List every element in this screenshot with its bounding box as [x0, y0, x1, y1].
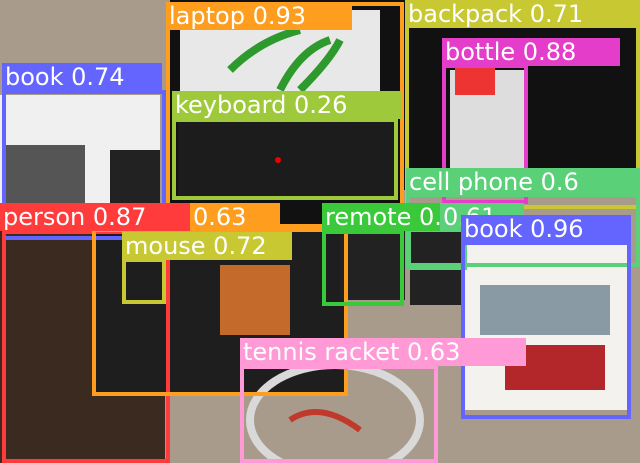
- detection-box-keyboard: [172, 118, 398, 200]
- detection-box-tennis-racket: [240, 365, 438, 463]
- label-tennis-racket: tennis racket 0.63: [240, 338, 526, 366]
- detection-box-bottle: [442, 64, 528, 204]
- label-unlabeled-063: 0.63: [190, 203, 280, 231]
- detection-box-remote: [322, 230, 404, 306]
- label-cell-phone: cell phone 0.6: [406, 168, 640, 196]
- label-laptop: laptop 0.93: [166, 2, 352, 30]
- label-mouse: mouse 0.72: [122, 232, 292, 260]
- label-book-right: book 0.96: [461, 215, 631, 243]
- detection-box-book-right: [461, 241, 631, 419]
- detection-box-person: [2, 230, 170, 463]
- detection-box-unlabeled-061: [407, 228, 467, 270]
- label-person: person 0.87: [0, 203, 190, 231]
- label-book-left: book 0.74: [2, 63, 162, 91]
- label-remote: remote 0.6: [322, 203, 444, 231]
- label-keyboard: keyboard 0.26: [172, 91, 402, 119]
- label-bottle: bottle 0.88: [442, 38, 620, 66]
- label-backpack: backpack 0.71: [405, 0, 640, 28]
- detection-box-book-left: [2, 90, 166, 240]
- detection-box-mouse: [122, 258, 166, 304]
